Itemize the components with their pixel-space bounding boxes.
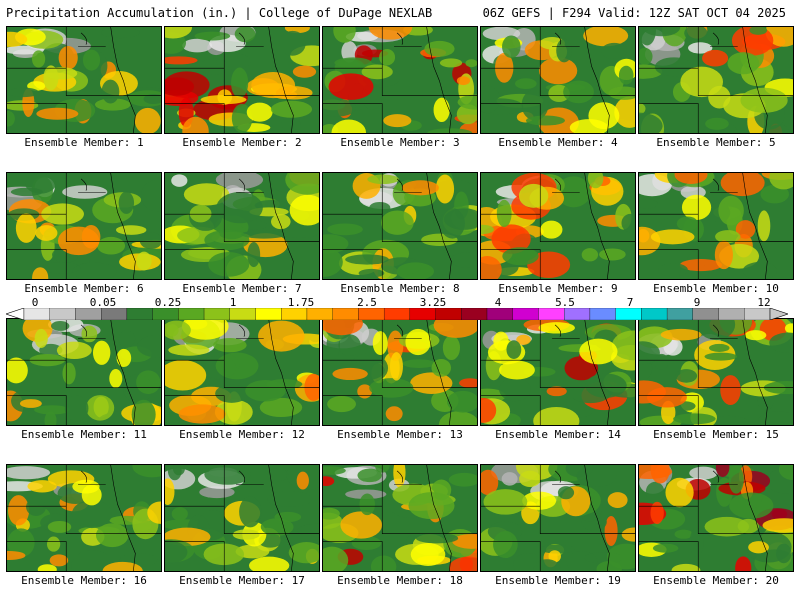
colorbar-label: 12 xyxy=(757,296,771,309)
ensemble-panel-5 xyxy=(638,26,794,134)
colorbar-label: 0.05 xyxy=(89,296,117,309)
panel-label-7: Ensemble Member: 7 xyxy=(182,282,302,295)
header-right-title: 06Z GEFS | F294 Valid: 12Z SAT OCT 04 20… xyxy=(482,6,786,20)
panel-label-17: Ensemble Member: 17 xyxy=(179,574,305,587)
ensemble-panel-18 xyxy=(322,464,478,572)
panel-label-13: Ensemble Member: 13 xyxy=(337,428,463,441)
ensemble-panel-8 xyxy=(322,172,478,280)
panel-label-12: Ensemble Member: 12 xyxy=(179,428,305,441)
panel-label-14: Ensemble Member: 14 xyxy=(495,428,621,441)
panel-label-15: Ensemble Member: 15 xyxy=(653,428,779,441)
colorbar-label: 0.25 xyxy=(154,296,182,309)
panel-label-8: Ensemble Member: 8 xyxy=(340,282,460,295)
ensemble-panel-2 xyxy=(164,26,320,134)
colorbar-label: 1 xyxy=(229,296,237,309)
panel-label-1: Ensemble Member: 1 xyxy=(24,136,144,149)
colorbar-label: 9 xyxy=(693,296,701,309)
panel-label-18: Ensemble Member: 18 xyxy=(337,574,463,587)
panel-label-10: Ensemble Member: 10 xyxy=(653,282,779,295)
panel-label-2: Ensemble Member: 2 xyxy=(182,136,302,149)
ensemble-panel-19 xyxy=(480,464,636,572)
ensemble-panel-7 xyxy=(164,172,320,280)
ensemble-panel-4 xyxy=(480,26,636,134)
panel-label-9: Ensemble Member: 9 xyxy=(498,282,618,295)
colorbar-label: 2.5 xyxy=(357,296,377,309)
panel-label-19: Ensemble Member: 19 xyxy=(495,574,621,587)
colorbar-label: 4 xyxy=(494,296,502,309)
panel-label-4: Ensemble Member: 4 xyxy=(498,136,618,149)
panel-label-5: Ensemble Member: 5 xyxy=(656,136,776,149)
ensemble-panel-20 xyxy=(638,464,794,572)
panel-label-16: Ensemble Member: 16 xyxy=(21,574,147,587)
ensemble-panel-17 xyxy=(164,464,320,572)
colorbar-label: 5.5 xyxy=(555,296,575,309)
ensemble-panel-14 xyxy=(480,318,636,426)
ensemble-panel-6 xyxy=(6,172,162,280)
ensemble-panel-1 xyxy=(6,26,162,134)
panel-label-6: Ensemble Member: 6 xyxy=(24,282,144,295)
colorbar-label: 1.75 xyxy=(287,296,315,309)
colorbar-label: 3.25 xyxy=(419,296,447,309)
header-left-title: Precipitation Accumulation (in.) | Colle… xyxy=(6,6,433,20)
ensemble-panel-10 xyxy=(638,172,794,280)
panel-label-3: Ensemble Member: 3 xyxy=(340,136,460,149)
ensemble-panel-16 xyxy=(6,464,162,572)
ensemble-panel-12 xyxy=(164,318,320,426)
panel-label-11: Ensemble Member: 11 xyxy=(21,428,147,441)
ensemble-panel-15 xyxy=(638,318,794,426)
ensemble-panel-13 xyxy=(322,318,478,426)
colorbar-label: 7 xyxy=(626,296,634,309)
precipitation-colorbar xyxy=(6,308,788,320)
ensemble-panel-9 xyxy=(480,172,636,280)
ensemble-panel-11 xyxy=(6,318,162,426)
colorbar-label: 0 xyxy=(31,296,39,309)
panel-label-20: Ensemble Member: 20 xyxy=(653,574,779,587)
ensemble-panel-3 xyxy=(322,26,478,134)
